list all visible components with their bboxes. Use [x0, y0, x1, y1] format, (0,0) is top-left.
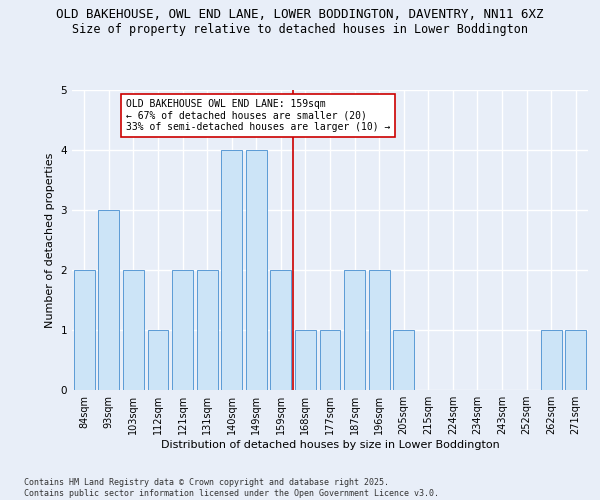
X-axis label: Distribution of detached houses by size in Lower Boddington: Distribution of detached houses by size … — [161, 440, 499, 450]
Bar — [148, 330, 169, 390]
Text: OLD BAKEHOUSE OWL END LANE: 159sqm
← 67% of detached houses are smaller (20)
33%: OLD BAKEHOUSE OWL END LANE: 159sqm ← 67%… — [126, 99, 391, 132]
Bar — [393, 330, 414, 390]
Bar — [123, 270, 144, 390]
Text: Contains HM Land Registry data © Crown copyright and database right 2025.
Contai: Contains HM Land Registry data © Crown c… — [24, 478, 439, 498]
Bar — [541, 330, 562, 390]
Bar — [271, 270, 292, 390]
Bar — [368, 270, 389, 390]
Bar — [98, 210, 119, 390]
Bar — [344, 270, 365, 390]
Bar — [221, 150, 242, 390]
Bar — [320, 330, 340, 390]
Y-axis label: Number of detached properties: Number of detached properties — [45, 152, 55, 328]
Bar — [246, 150, 267, 390]
Text: Size of property relative to detached houses in Lower Boddington: Size of property relative to detached ho… — [72, 22, 528, 36]
Bar — [74, 270, 95, 390]
Text: OLD BAKEHOUSE, OWL END LANE, LOWER BODDINGTON, DAVENTRY, NN11 6XZ: OLD BAKEHOUSE, OWL END LANE, LOWER BODDI… — [56, 8, 544, 20]
Bar — [172, 270, 193, 390]
Bar — [197, 270, 218, 390]
Bar — [565, 330, 586, 390]
Bar — [295, 330, 316, 390]
